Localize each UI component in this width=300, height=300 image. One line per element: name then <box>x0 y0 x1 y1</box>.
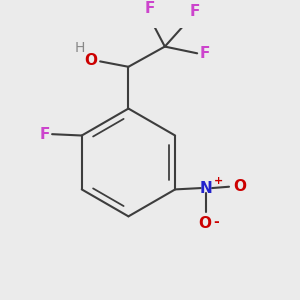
Text: F: F <box>145 1 155 16</box>
Text: O: O <box>233 179 246 194</box>
Text: +: + <box>214 176 223 185</box>
Text: -: - <box>214 215 219 229</box>
Text: O: O <box>198 216 211 231</box>
Text: F: F <box>40 127 50 142</box>
Text: N: N <box>200 181 212 196</box>
Text: F: F <box>199 46 210 61</box>
Text: F: F <box>190 4 200 19</box>
Text: H: H <box>75 41 85 55</box>
Text: O: O <box>84 52 97 68</box>
